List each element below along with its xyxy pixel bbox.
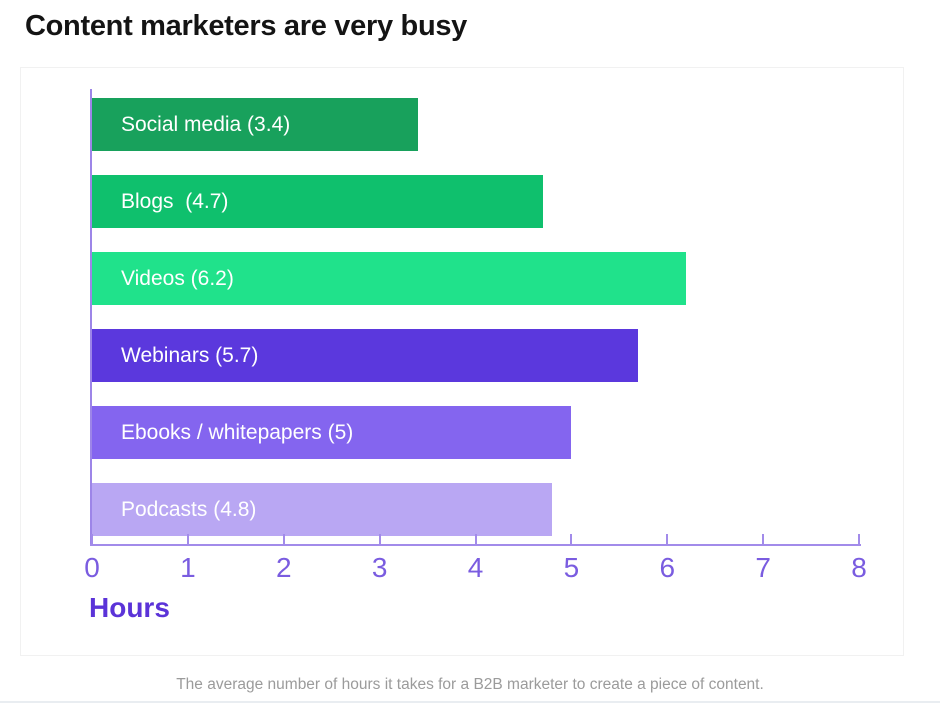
bar-row: Ebooks / whitepapers (5) [92, 406, 859, 459]
x-tick [570, 534, 573, 544]
chart-caption: The average number of hours it takes for… [176, 676, 764, 693]
x-tick [378, 534, 381, 544]
bar-row: Blogs (4.7) [92, 175, 859, 228]
y-axis-line [90, 89, 92, 546]
chart-plot: Social media (3.4) Blogs (4.7) Videos (6.2… [21, 68, 903, 655]
x-tick [762, 534, 765, 544]
x-axis-title: Hours [89, 592, 170, 623]
bar-row: Webinars (5.7) [92, 329, 859, 382]
x-axis-line [90, 544, 861, 546]
x-tick-label: 5 [563, 552, 580, 583]
x-tick [474, 534, 477, 544]
x-tick-label: 4 [467, 552, 484, 583]
x-tick-label: 6 [659, 552, 676, 583]
bar-label: Ebooks / whitepapers (5) [121, 420, 354, 444]
x-tick [91, 534, 93, 544]
x-tick [666, 534, 669, 544]
x-tick [282, 534, 285, 544]
x-tick-label: 8 [851, 552, 867, 583]
bar-row: Social media (3.4) [92, 98, 859, 151]
bar-videos: Videos (6.2) [92, 252, 687, 305]
bar-podcasts: Podcasts (4.8) [92, 483, 553, 536]
bar-blogs: Blogs (4.7) [92, 175, 543, 228]
bar-social-media: Social media (3.4) [92, 98, 418, 151]
page-title: Content marketers are very busy [25, 10, 468, 42]
bar-label: Podcasts (4.8) [121, 497, 257, 521]
x-tick-label: 0 [84, 552, 100, 583]
bar-label: Webinars (5.7) [121, 343, 259, 367]
x-tick [858, 534, 860, 544]
bar-label: Blogs (4.7) [121, 189, 229, 213]
x-tick-label: 7 [755, 552, 771, 583]
bottom-divider [0, 701, 940, 703]
chart-card: Social media (3.4) Blogs (4.7) Videos (6.2… [20, 67, 904, 656]
x-tick-label: 1 [180, 552, 196, 583]
x-tick-label: 3 [371, 552, 388, 583]
bars: Social media (3.4) Blogs (4.7) Videos (6.2… [92, 98, 859, 536]
bar-ebooks-whitepapers: Ebooks / whitepapers (5) [92, 406, 572, 459]
bar-row: Videos (6.2) [92, 252, 859, 305]
bar-label: Social media (3.4) [121, 112, 291, 136]
bar-label: Videos (6.2) [121, 266, 234, 290]
x-tick [186, 534, 189, 544]
bar-row: Podcasts (4.8) [92, 483, 859, 536]
x-tick-label: 2 [275, 552, 292, 583]
bar-webinars: Webinars (5.7) [92, 329, 639, 382]
